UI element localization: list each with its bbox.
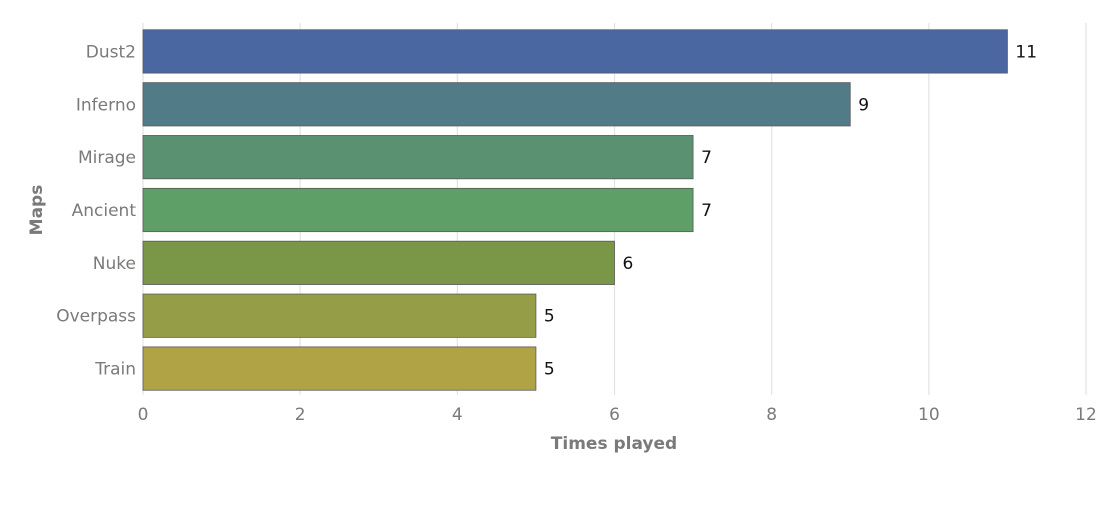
bar-ancient bbox=[142, 187, 694, 233]
bar-overpass bbox=[142, 293, 537, 338]
x-tick-label: 2 bbox=[295, 405, 306, 425]
category-label: Ancient bbox=[72, 201, 137, 221]
bar-mirage bbox=[142, 135, 694, 180]
y-axis-title: Maps bbox=[27, 185, 47, 236]
category-label: Train bbox=[94, 360, 136, 380]
data-label: 5 bbox=[544, 360, 555, 380]
x-tick-label: 0 bbox=[138, 405, 149, 425]
x-axis-title: Times played bbox=[551, 434, 677, 454]
data-label: 11 bbox=[1015, 42, 1037, 62]
data-label: 5 bbox=[544, 307, 555, 327]
x-tick-label: 4 bbox=[452, 405, 463, 425]
category-label: Mirage bbox=[78, 148, 136, 168]
bar-train bbox=[142, 346, 537, 391]
data-label: 9 bbox=[858, 95, 869, 115]
bar-nuke bbox=[142, 240, 615, 285]
x-tick-label: 10 bbox=[918, 405, 940, 425]
category-label: Dust2 bbox=[86, 42, 136, 62]
x-tick-label: 8 bbox=[766, 405, 777, 425]
labels: 0 2 4 6 8 10 12 Dust2 11 Inferno 9 Mirage 7 Ancient 7 N… bbox=[56, 42, 1097, 425]
x-tick-label: 6 bbox=[609, 405, 620, 425]
category-label: Nuke bbox=[93, 254, 136, 274]
category-label: Overpass bbox=[56, 307, 136, 327]
bar-dust2 bbox=[142, 29, 1008, 74]
category-label: Inferno bbox=[76, 95, 136, 115]
data-label: 7 bbox=[701, 148, 712, 168]
x-tick-label: 12 bbox=[1075, 405, 1097, 425]
bar-inferno bbox=[142, 82, 851, 127]
data-label: 6 bbox=[623, 254, 634, 274]
bars bbox=[142, 29, 1008, 391]
data-label: 7 bbox=[701, 201, 712, 221]
